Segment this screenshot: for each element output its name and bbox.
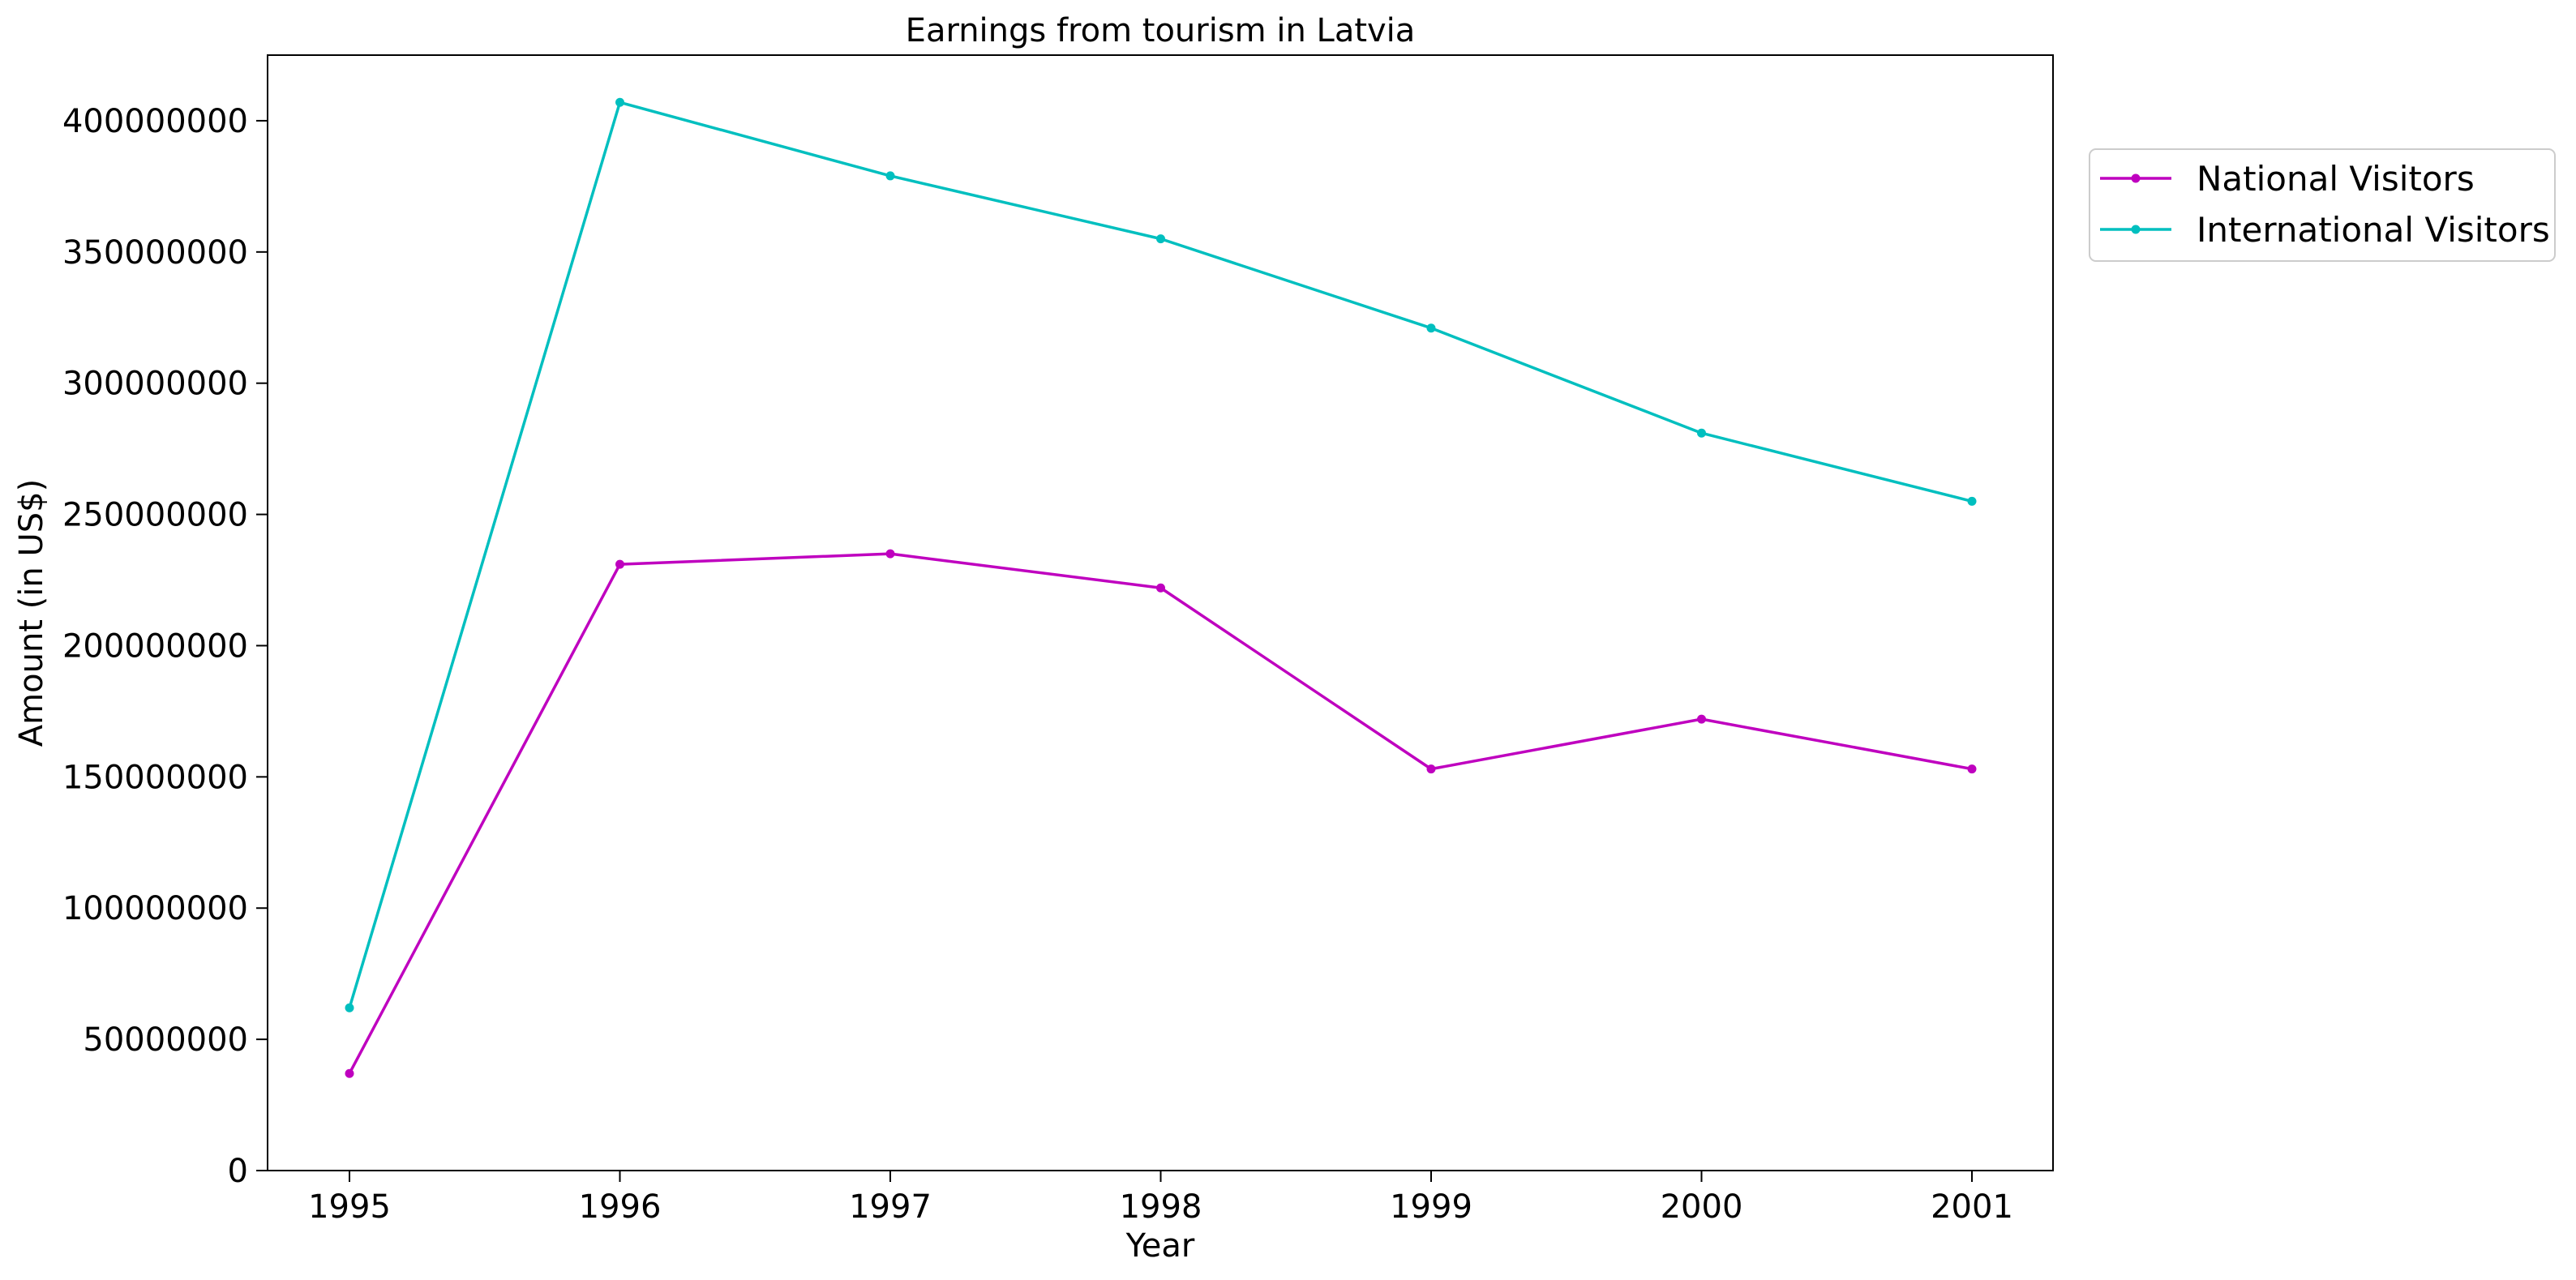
- x-axis: 1995 1996 1997 1998 1999 2000 2001: [308, 1171, 2013, 1226]
- international-visitors-point: [345, 1003, 354, 1012]
- international-visitors-point: [1156, 234, 1165, 244]
- international-visitors-point: [1697, 428, 1706, 438]
- national-visitors-point: [1156, 583, 1165, 593]
- legend-item-national-visitors: National Visitors: [2100, 159, 2475, 199]
- y-tick-label: 250000000: [62, 497, 248, 534]
- legend: National Visitors International Visitors: [2089, 148, 2556, 262]
- series-national-visitors: [345, 549, 1977, 1078]
- national-visitors-point: [1426, 764, 1436, 774]
- y-tick-label: 200000000: [62, 627, 248, 665]
- legend-marker: [2131, 173, 2141, 183]
- y-tick-label: 50000000: [83, 1021, 248, 1059]
- international-visitors-point: [1426, 323, 1436, 333]
- x-tick-label: 1999: [1390, 1188, 1472, 1226]
- plot-frame: [267, 54, 2054, 1171]
- y-tick-label: 0: [228, 1153, 248, 1190]
- chart-title: Earnings from tourism in Latvia: [906, 12, 1416, 49]
- legend-item-international-visitors: International Visitors: [2100, 210, 2550, 250]
- legend-label: National Visitors: [2197, 159, 2475, 199]
- x-tick-label: 1998: [1120, 1188, 1202, 1226]
- x-tick-label: 1995: [308, 1188, 391, 1226]
- national-visitors-point: [1697, 714, 1706, 724]
- x-tick-label: 1997: [849, 1188, 932, 1226]
- x-tick-label: 2001: [1931, 1188, 2013, 1226]
- national-visitors-point: [345, 1068, 354, 1078]
- y-axis: 0 50000000 100000000 150000000 200000000 2500…: [62, 103, 268, 1190]
- international-visitors-point: [885, 171, 895, 181]
- international-visitors-point: [615, 97, 624, 107]
- x-tick-label: 1996: [579, 1188, 662, 1226]
- y-tick-label: 400000000: [62, 103, 248, 140]
- series-international-visitors: [345, 97, 1977, 1012]
- legend-box: [2089, 148, 2556, 262]
- legend-label: International Visitors: [2197, 210, 2550, 250]
- x-axis-label: Year: [1125, 1227, 1195, 1265]
- national-visitors-line: [348, 552, 1973, 1075]
- series-layer: [345, 97, 1977, 1078]
- y-tick-label: 350000000: [62, 234, 248, 272]
- y-tick-label: 100000000: [62, 890, 248, 927]
- legend-marker: [2131, 225, 2141, 234]
- national-visitors-point: [615, 559, 624, 569]
- x-tick-label: 2000: [1661, 1188, 1743, 1226]
- y-tick-label: 300000000: [62, 366, 248, 403]
- y-axis-label: Amount (in US$): [13, 479, 50, 747]
- international-visitors-point: [1967, 496, 1977, 506]
- y-tick-label: 150000000: [62, 759, 248, 796]
- national-visitors-point: [1967, 764, 1977, 774]
- national-visitors-point: [885, 549, 895, 559]
